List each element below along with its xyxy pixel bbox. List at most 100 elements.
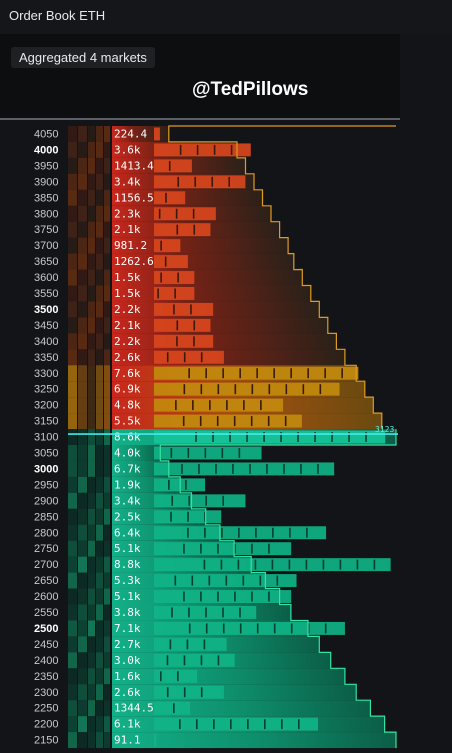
heat-cell [88, 189, 95, 206]
bar-tick [188, 607, 190, 618]
heat-cell [88, 684, 95, 701]
bar-tick [171, 495, 174, 506]
bar-tick [215, 463, 217, 474]
heat-cell [68, 508, 77, 525]
amount-label: 4.8k [114, 399, 141, 412]
heat-cell [68, 540, 77, 557]
aggregated-markets-chip[interactable]: Aggregated 4 markets [11, 47, 155, 68]
bar-tick [341, 368, 343, 379]
bar-tick [187, 448, 190, 458]
heat-cell [96, 524, 103, 541]
bar-tick [260, 400, 262, 411]
heat-cell [96, 126, 103, 142]
amount-label: 8.8k [114, 558, 141, 571]
heat-cell [78, 460, 87, 477]
bar-tick [199, 416, 202, 427]
heat-cell [96, 429, 103, 445]
size-bar [154, 223, 211, 237]
heat-cell [88, 333, 95, 350]
bar-tick [182, 416, 185, 427]
heat-cell [88, 620, 95, 637]
heat-cell [88, 556, 95, 573]
heat-cell [88, 508, 95, 525]
heat-cell [96, 413, 103, 430]
size-bars [154, 127, 391, 747]
heat-cell [96, 445, 103, 461]
bar-tick [324, 623, 327, 634]
bar-tick [242, 575, 245, 586]
heat-cell [96, 508, 103, 525]
bar-tick [203, 559, 206, 570]
heat-cell [68, 429, 77, 445]
bar-tick [276, 575, 279, 586]
price-label: 3400 [34, 336, 58, 348]
heat-cell [68, 524, 77, 541]
cumulative-ask-band [112, 189, 263, 206]
heat-cell [104, 333, 110, 350]
size-bar [154, 302, 214, 316]
heat-cell [68, 317, 77, 334]
amount-label: 5.1k [114, 542, 141, 555]
heat-cell [68, 173, 77, 190]
heat-cell [88, 317, 95, 334]
bar-tick [177, 176, 180, 187]
bar-tick [160, 272, 162, 283]
heat-cell [96, 556, 103, 573]
bar-tick [176, 224, 179, 235]
heat-cell [96, 732, 103, 749]
bar-tick [176, 320, 179, 331]
ask-depth-outline [168, 125, 396, 429]
bar-tick [314, 432, 316, 442]
bar-tick [204, 511, 206, 522]
heat-cell [96, 141, 103, 158]
bar-tick [222, 368, 224, 379]
heat-cell [96, 460, 103, 477]
heat-cell [104, 524, 110, 541]
bar-tick [239, 607, 241, 618]
heat-cell [104, 269, 110, 286]
size-bar [154, 637, 227, 651]
bar-tick [196, 144, 199, 155]
row-labels: 4050 224.4 4000 3.6k 3950 1413.4 3900 3.4k 3850 1… [34, 128, 154, 747]
price-label: 3550 [34, 288, 58, 300]
amount-label: 1.9k [114, 478, 141, 491]
amount-label: 6.4k [114, 526, 141, 539]
heat-cell [78, 556, 87, 573]
bar-tick [177, 671, 179, 682]
heat-cell [104, 429, 110, 445]
heat-cell [96, 173, 103, 190]
bar-tick [250, 416, 253, 427]
bar-tick [188, 623, 191, 634]
heat-cell [78, 540, 87, 557]
heat-cell [78, 365, 87, 382]
bar-tick [221, 448, 224, 458]
size-bar [154, 207, 216, 221]
size-bar [154, 526, 327, 540]
bar-tick [239, 623, 242, 634]
bar-tick [205, 607, 207, 618]
size-bar [154, 494, 246, 508]
heat-cell [78, 684, 87, 701]
bar-tick [183, 543, 185, 554]
heat-cell [78, 397, 87, 414]
heat-cell [104, 700, 110, 717]
price-label: 2550 [34, 607, 58, 619]
bar-tick [174, 288, 176, 299]
price-label: 2350 [34, 671, 58, 683]
size-bar [154, 606, 257, 619]
amount-label: 1344.5 [114, 702, 154, 715]
bar-tick [179, 719, 181, 730]
heat-cell [96, 269, 103, 286]
heat-cell [68, 620, 77, 637]
heat-cell [88, 476, 95, 493]
current-price-label: 3123 [375, 425, 394, 434]
bar-tick [290, 623, 293, 634]
heat-cell [96, 253, 103, 270]
size-bar [154, 366, 359, 380]
bar-tick [177, 272, 179, 283]
bar-tick [160, 240, 162, 251]
bar-tick [188, 368, 190, 379]
bar-tick [166, 352, 169, 363]
price-label: 2150 [34, 735, 58, 747]
